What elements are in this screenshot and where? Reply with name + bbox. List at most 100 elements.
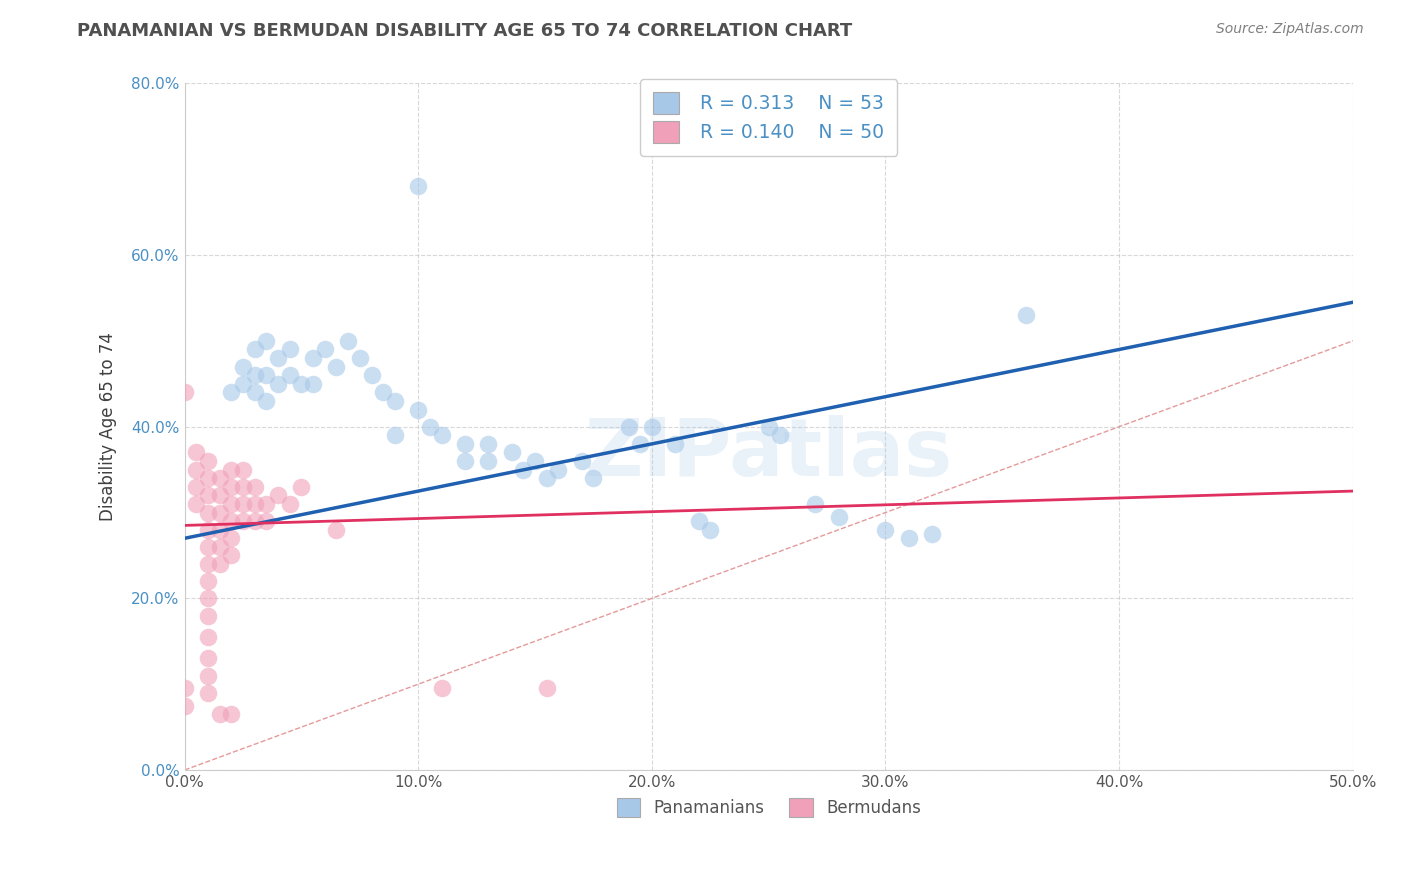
Point xyxy=(254,334,277,348)
Point xyxy=(243,480,266,494)
Point xyxy=(173,698,195,713)
Point xyxy=(221,549,243,563)
Point xyxy=(454,437,477,451)
Point xyxy=(314,343,336,357)
Point xyxy=(302,376,325,391)
Point xyxy=(628,437,651,451)
Point xyxy=(232,480,254,494)
Point xyxy=(804,497,827,511)
Point xyxy=(267,351,290,365)
Point xyxy=(243,514,266,528)
Point xyxy=(197,523,219,537)
Point xyxy=(828,509,851,524)
Point xyxy=(197,454,219,468)
Point xyxy=(290,480,312,494)
Point xyxy=(208,471,231,485)
Point xyxy=(221,531,243,545)
Point xyxy=(278,343,301,357)
Point xyxy=(349,351,371,365)
Point xyxy=(197,608,219,623)
Point xyxy=(501,445,523,459)
Point xyxy=(197,540,219,554)
Point xyxy=(278,497,301,511)
Point xyxy=(254,497,277,511)
Point xyxy=(384,394,406,409)
Point xyxy=(197,488,219,502)
Point xyxy=(699,523,721,537)
Point xyxy=(243,497,266,511)
Point xyxy=(254,368,277,383)
Point xyxy=(186,480,208,494)
Point xyxy=(232,462,254,476)
Point xyxy=(197,506,219,520)
Point xyxy=(254,394,277,409)
Point xyxy=(373,385,395,400)
Point xyxy=(208,707,231,722)
Point xyxy=(197,630,219,644)
Point xyxy=(921,527,943,541)
Point xyxy=(197,591,219,606)
Point xyxy=(547,462,569,476)
Point xyxy=(524,454,547,468)
Point xyxy=(688,514,710,528)
Point xyxy=(221,385,243,400)
Point xyxy=(406,402,429,417)
Point xyxy=(664,437,686,451)
Point xyxy=(197,557,219,571)
Point xyxy=(582,471,605,485)
Point xyxy=(325,359,347,374)
Point xyxy=(221,462,243,476)
Point xyxy=(173,681,195,696)
Point xyxy=(232,514,254,528)
Point xyxy=(197,651,219,665)
Point xyxy=(208,557,231,571)
Point xyxy=(197,471,219,485)
Point xyxy=(221,497,243,511)
Point xyxy=(360,368,382,383)
Point xyxy=(617,419,640,434)
Y-axis label: Disability Age 65 to 74: Disability Age 65 to 74 xyxy=(100,333,117,521)
Point xyxy=(302,351,325,365)
Text: ZIPatlas: ZIPatlas xyxy=(585,415,953,493)
Point xyxy=(477,454,499,468)
Point xyxy=(243,343,266,357)
Point xyxy=(477,437,499,451)
Point xyxy=(571,454,593,468)
Point xyxy=(243,385,266,400)
Point xyxy=(221,480,243,494)
Point xyxy=(290,376,312,391)
Point xyxy=(243,368,266,383)
Point xyxy=(232,376,254,391)
Text: Source: ZipAtlas.com: Source: ZipAtlas.com xyxy=(1216,22,1364,37)
Point xyxy=(173,385,195,400)
Point xyxy=(337,334,360,348)
Text: PANAMANIAN VS BERMUDAN DISABILITY AGE 65 TO 74 CORRELATION CHART: PANAMANIAN VS BERMUDAN DISABILITY AGE 65… xyxy=(77,22,852,40)
Point xyxy=(254,514,277,528)
Point xyxy=(208,540,231,554)
Point xyxy=(769,428,792,442)
Point xyxy=(232,359,254,374)
Point xyxy=(186,445,208,459)
Point xyxy=(208,506,231,520)
Point xyxy=(430,681,453,696)
Point xyxy=(512,462,534,476)
Point xyxy=(536,471,558,485)
Point xyxy=(897,531,920,545)
Point xyxy=(536,681,558,696)
Point xyxy=(267,488,290,502)
Point xyxy=(232,497,254,511)
Point xyxy=(419,419,441,434)
Point xyxy=(641,419,664,434)
Point xyxy=(197,668,219,682)
Point xyxy=(197,686,219,700)
Point xyxy=(454,454,477,468)
Point xyxy=(384,428,406,442)
Point xyxy=(208,523,231,537)
Point xyxy=(197,574,219,589)
Point xyxy=(278,368,301,383)
Legend: Panamanians, Bermudans: Panamanians, Bermudans xyxy=(610,791,928,823)
Point xyxy=(186,497,208,511)
Point xyxy=(325,523,347,537)
Point xyxy=(208,488,231,502)
Point xyxy=(875,523,897,537)
